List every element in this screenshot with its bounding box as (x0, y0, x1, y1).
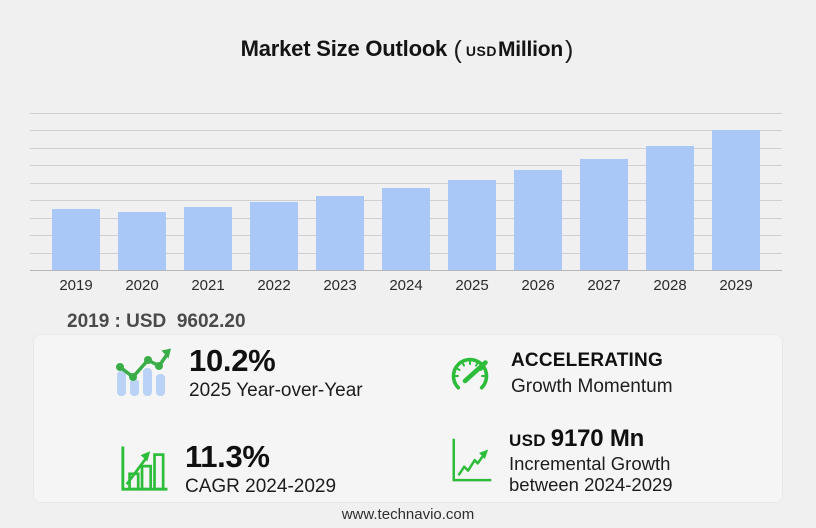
title-text: Market Size Outlook (240, 36, 448, 61)
incremental-label-line1: Incremental Growth (509, 453, 671, 474)
x-axis-label-2026: 2026 (521, 277, 555, 294)
bar-2029 (712, 130, 760, 270)
gauge-icon (451, 357, 489, 390)
bar-2022 (250, 202, 298, 270)
x-axis-baseline (30, 270, 782, 271)
yoy-value: 10.2% (189, 343, 276, 378)
momentum-value: ACCELERATING (511, 350, 663, 371)
incremental-value: 9170 Mn (550, 425, 645, 452)
stat-growth-momentum: ACCELERATING Growth Momentum (446, 350, 673, 397)
incremental-currency: USD (509, 431, 546, 450)
stat-cagr-text: 11.3% CAGR 2024-2029 (185, 441, 336, 497)
x-axis-label-2029: 2029 (719, 277, 753, 294)
stat-momentum-text: ACCELERATING Growth Momentum (511, 350, 673, 397)
bar-2020 (118, 212, 166, 270)
x-axis-label-2025: 2025 (455, 277, 489, 294)
yoy-label: 2025 Year-over-Year (189, 380, 363, 401)
x-axis-label-2024: 2024 (389, 277, 423, 294)
title-scale-unit: Million (497, 38, 564, 61)
x-axis-label-2020: 2020 (125, 277, 159, 294)
stat-incremental-growth: USD 9170 Mn Incremental Growth between 2… (448, 427, 673, 495)
incremental-value-line: USD 9170 Mn (509, 427, 673, 451)
x-axis-label-2022: 2022 (257, 277, 291, 294)
bar-2024 (382, 188, 430, 270)
momentum-label: Growth Momentum (511, 375, 673, 397)
x-axis-label-2023: 2023 (323, 277, 357, 294)
bars-row (30, 113, 782, 270)
bar-2023 (316, 196, 364, 270)
gridline (30, 183, 782, 184)
bar-2019 (52, 209, 100, 270)
title-currency-unit: USD (465, 43, 497, 59)
incremental-label-line2: between 2024-2029 (509, 473, 673, 495)
stat-incremental-text: USD 9170 Mn Incremental Growth between 2… (509, 427, 673, 495)
x-axis-label-2028: 2028 (653, 277, 687, 294)
bar-trend-icon (116, 348, 171, 397)
base-year-value-label: 2019 : USD 9602.20 (67, 311, 246, 332)
stat-yoy-growth: 10.2% 2025 Year-over-Year (114, 345, 363, 401)
x-axis-label-2021: 2021 (191, 277, 225, 294)
x-axis-label-2027: 2027 (587, 277, 621, 294)
stat-yoy-text: 10.2% 2025 Year-over-Year (189, 345, 363, 401)
bar-2028 (646, 146, 694, 270)
website-link[interactable]: www.technavio.com (341, 506, 475, 523)
bar-2027 (580, 159, 628, 270)
gridline (30, 113, 782, 114)
line-growth-icon (452, 438, 492, 482)
title-paren-close: ) (565, 36, 574, 64)
cagr-value: 11.3% (185, 439, 270, 474)
gridline (30, 165, 782, 166)
bar-chart-plot-area (30, 113, 782, 271)
cagr-label: CAGR 2024-2029 (185, 476, 337, 497)
title-paren-open: ( (453, 36, 462, 64)
bar-2021 (184, 207, 232, 270)
stat-cagr: 11.3% CAGR 2024-2029 (118, 441, 336, 497)
bar-2026 (514, 170, 562, 270)
x-axis-label-2019: 2019 (59, 277, 93, 294)
x-axis-labels: 2019 2020 2021 2022 2023 2024 2025 2026 2027 2028… (30, 277, 782, 294)
stats-panel: 10.2% 2025 Year-over-Year ACCELE (33, 334, 783, 503)
bar-2025 (448, 180, 496, 270)
page-title: Market Size Outlook (USDMillion) (0, 36, 816, 65)
gridline (30, 148, 782, 149)
gridline (30, 130, 782, 131)
bar-growth-arrow-icon (121, 446, 168, 491)
